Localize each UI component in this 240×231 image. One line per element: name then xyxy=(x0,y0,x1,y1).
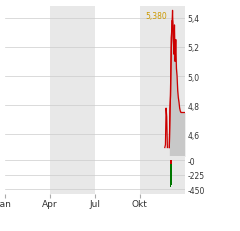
Bar xyxy=(140,7,185,157)
Bar xyxy=(170,161,172,164)
Bar xyxy=(50,7,95,157)
Bar xyxy=(171,161,173,186)
Bar xyxy=(50,157,95,194)
Text: 5,380: 5,380 xyxy=(145,12,167,21)
Text: 4,510: 4,510 xyxy=(147,157,168,166)
Bar xyxy=(170,161,171,187)
Bar xyxy=(140,157,185,194)
